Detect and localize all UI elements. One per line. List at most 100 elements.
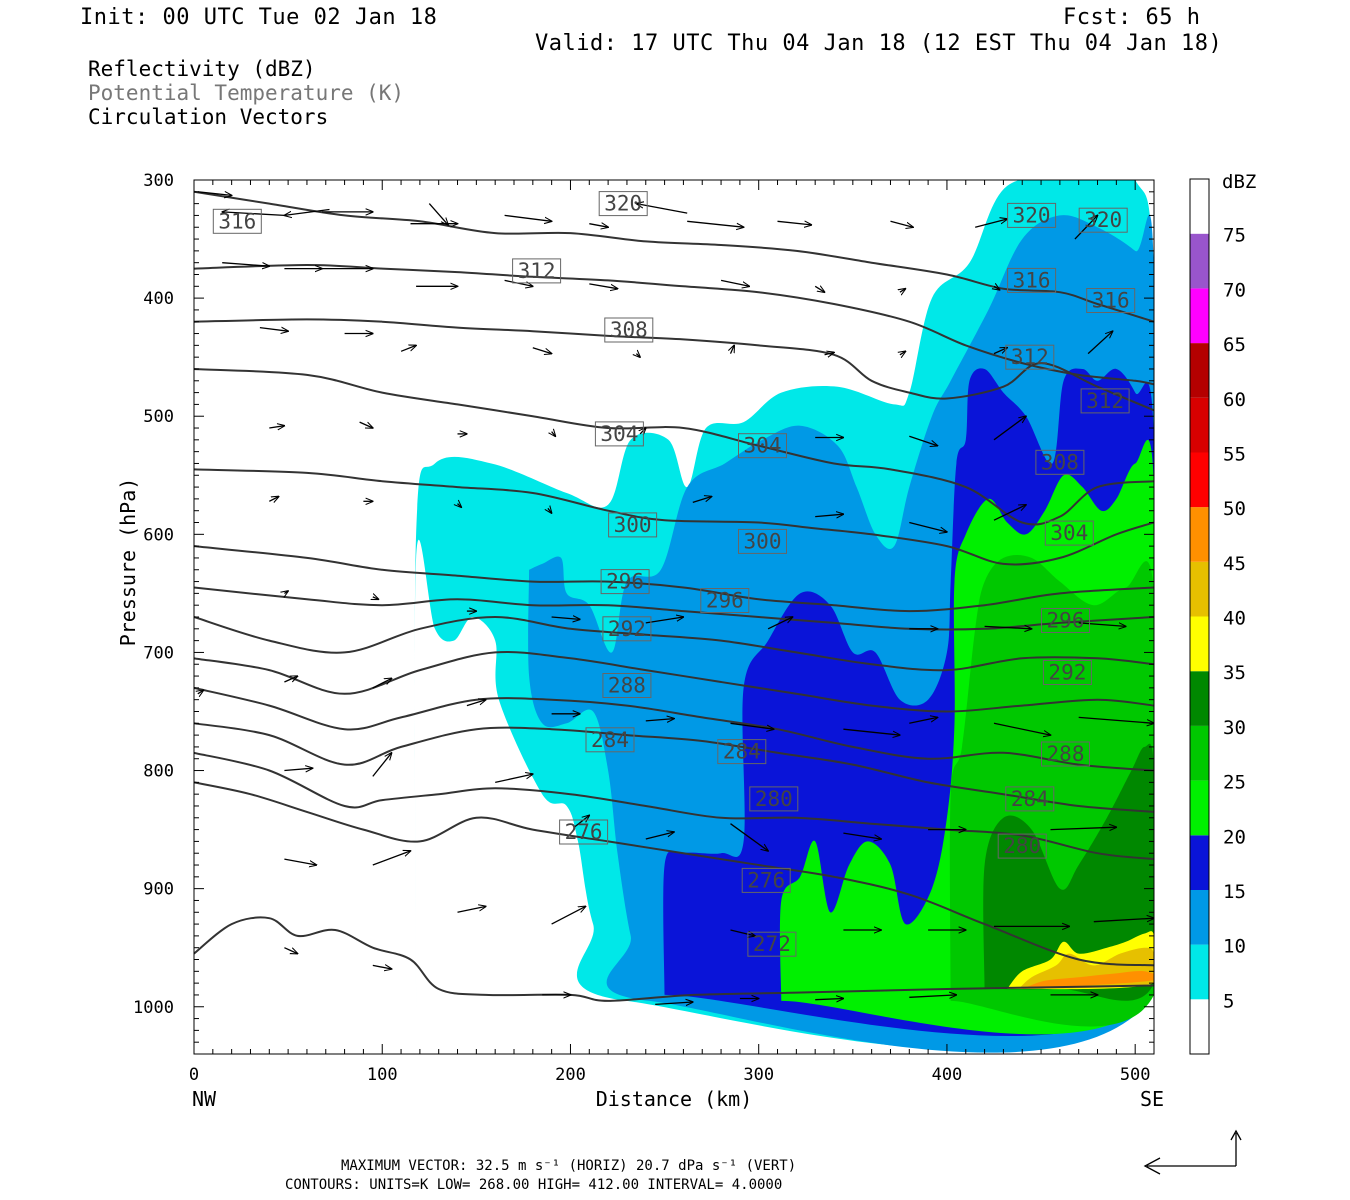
circulation-vector — [645, 617, 684, 624]
contour-label: 292 — [608, 617, 646, 641]
colorbar-frame — [1189, 178, 1210, 1055]
theta-contour-300 — [194, 586, 1154, 631]
y-tick-label: 900 — [143, 880, 174, 900]
circulation-vector — [993, 348, 1007, 355]
circulation-vector — [730, 929, 755, 936]
valid-time: Valid: 17 UTC Thu 04 Jan 18 (12 EST Thu … — [535, 31, 1223, 56]
contour-label: 316 — [1013, 268, 1051, 292]
legend-circulation-vectors: Circulation Vectors — [88, 105, 329, 129]
colorbar-swatch — [1190, 233, 1209, 289]
colorbar-swatch — [1190, 835, 1209, 890]
colorbar-swatch — [1190, 452, 1209, 508]
init-time: Init: 00 UTC Tue 02 Jan 18 — [80, 5, 438, 30]
contour-label: 308 — [610, 318, 648, 342]
contour-label-box — [602, 673, 652, 698]
colorbar-swatch — [1190, 725, 1209, 781]
contour-label: 284 — [723, 740, 761, 764]
circulation-vector — [843, 832, 881, 839]
circulation-vector — [284, 591, 288, 593]
circulation-vector — [428, 203, 448, 225]
contour-label: 296 — [706, 589, 744, 613]
x-tick-label: 200 — [555, 1065, 586, 1085]
theta-contour-316 — [194, 318, 1154, 412]
contour-label: 312 — [1086, 389, 1124, 413]
circulation-vector — [687, 220, 743, 227]
contour-label: 304 — [1050, 521, 1088, 545]
colorbar-tick-label: 5 — [1223, 990, 1234, 1012]
colorbar-swatch — [1190, 179, 1209, 234]
contour-label: 320 — [1084, 208, 1122, 232]
legend-reflectivity: Reflectivity (dBZ) — [88, 57, 316, 81]
circulation-vector — [372, 678, 392, 689]
theta-contour-292 — [194, 651, 1154, 713]
circulation-vector — [975, 219, 1007, 228]
contour-label-box — [604, 317, 654, 343]
colorbar-swatch — [1190, 288, 1209, 344]
circulation-vector — [1087, 331, 1113, 355]
contour-label-box — [585, 727, 635, 753]
circulation-vector — [284, 947, 297, 954]
circulation-vector — [814, 286, 824, 292]
theta-contour-288 — [194, 686, 1154, 772]
colorbar-swatch — [1190, 343, 1209, 398]
contour-label-box — [749, 786, 799, 812]
circulation-vector — [815, 514, 843, 516]
colorbar-tick-label: 10 — [1223, 936, 1246, 958]
contours-note: CONTOURS: UNITS=K LOW= 268.00 HIGH= 412.… — [285, 1177, 783, 1193]
colorbar-swatch — [1190, 780, 1209, 836]
circulation-vector — [458, 504, 462, 508]
circulation-vector — [284, 768, 312, 770]
contour-label: 312 — [1011, 345, 1049, 369]
theta-contour-308 — [194, 468, 1154, 566]
contour-label: 280 — [755, 787, 793, 811]
circulation-vector — [909, 435, 937, 445]
colorbar-tick-label: 70 — [1223, 279, 1246, 301]
reflectivity-region-30dbz — [983, 743, 1154, 1001]
circulation-vector — [645, 719, 674, 721]
circulation-vector — [284, 676, 297, 683]
y-axis-label: Pressure (hPa) — [116, 478, 140, 647]
theta-contour-284 — [194, 722, 1154, 813]
circulation-vector — [372, 851, 411, 866]
theta-contour-324 — [194, 190, 1154, 323]
contour-label-box — [559, 819, 609, 845]
x-left-direction-label: NW — [192, 1087, 217, 1111]
theta-contour-276 — [194, 781, 1154, 967]
theta-contour-304 — [194, 545, 1154, 613]
circulation-vector — [692, 497, 712, 504]
circulation-vector — [198, 690, 204, 694]
contour-label-box — [997, 833, 1047, 859]
circulation-vector — [373, 597, 379, 599]
contour-label-box — [738, 433, 787, 459]
circulation-vector — [993, 416, 1026, 441]
circulation-vector — [589, 283, 617, 289]
circulation-vector — [993, 505, 1026, 521]
contour-label-box — [1078, 207, 1128, 233]
x-tick-label: 500 — [1120, 1065, 1151, 1085]
contour-label: 300 — [614, 513, 652, 537]
circulation-vector — [645, 832, 674, 840]
colorbar-swatch — [1190, 889, 1209, 945]
x-axis-label: Distance (km) — [596, 1087, 753, 1111]
circulation-vector — [551, 906, 586, 925]
contour-label: 320 — [1013, 203, 1051, 227]
contour-label-box — [600, 569, 650, 595]
reference-vector — [1143, 1129, 1242, 1175]
colorbar-tick-label: 20 — [1223, 826, 1246, 848]
contour-label-box — [1041, 741, 1090, 767]
x-tick-label: 0 — [189, 1065, 199, 1085]
contour-label-box — [598, 191, 648, 217]
circulation-vector — [548, 508, 552, 513]
colorbar-unit-label: dBZ — [1222, 171, 1256, 193]
contour-label: 296 — [1047, 609, 1085, 633]
colorbar-tick-label: 45 — [1223, 553, 1246, 575]
colorbar-tick-label: 75 — [1223, 225, 1246, 247]
colorbar-swatch — [1190, 507, 1209, 562]
circulation-vector — [284, 208, 330, 216]
y-tick-label: 500 — [143, 407, 174, 427]
legend-potential-temperature: Potential Temperature (K) — [88, 81, 405, 105]
colorbar-swatch — [1190, 397, 1209, 453]
y-tick-label: 600 — [143, 525, 174, 545]
y-tick-label: 300 — [143, 171, 174, 191]
